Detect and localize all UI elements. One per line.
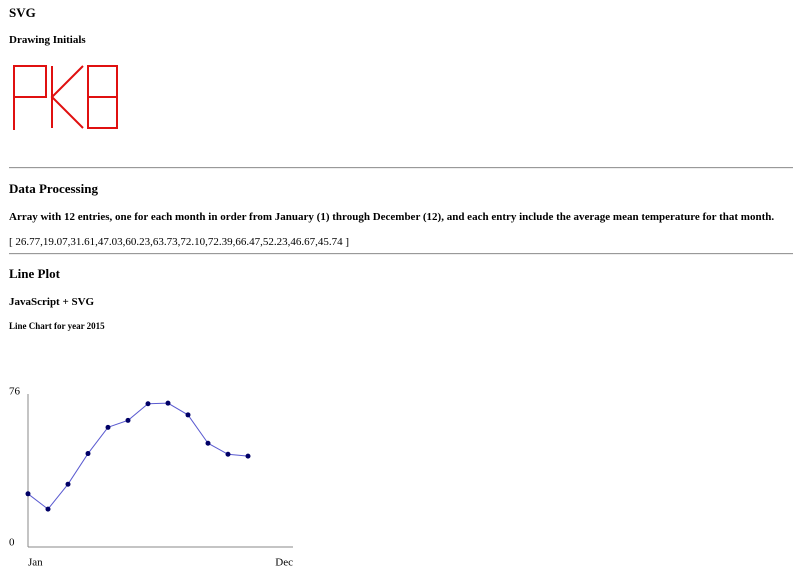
data-point bbox=[105, 424, 111, 430]
section-heading: Line Plot bbox=[9, 266, 60, 281]
data-point bbox=[185, 412, 191, 418]
y-tick-label: 76 bbox=[9, 386, 21, 398]
data-point bbox=[165, 400, 171, 406]
data-point bbox=[65, 481, 71, 487]
array-text: [ 26.77,19.07,31.61,47.03,60.23,63.73,72… bbox=[9, 236, 350, 248]
subheading: Drawing Initials bbox=[9, 34, 86, 46]
chart: 0 76 Jan Dec bbox=[9, 386, 293, 569]
data-line bbox=[27, 402, 249, 510]
initials bbox=[13, 65, 118, 130]
letter-k-arms bbox=[50, 65, 84, 129]
initials-drawing bbox=[13, 65, 118, 130]
x-tick-label: Jan bbox=[28, 557, 43, 569]
heading: SVG bbox=[9, 5, 36, 20]
data-point bbox=[245, 453, 251, 459]
chart-title: Line Chart for year 2015 bbox=[9, 321, 105, 331]
description: Array with 12 entries, one for each mont… bbox=[9, 211, 775, 223]
data-point bbox=[225, 451, 231, 457]
data-point bbox=[145, 401, 151, 407]
section-heading: Data Processing bbox=[9, 181, 98, 196]
divider bbox=[9, 167, 793, 169]
x-tick-label: Dec bbox=[275, 557, 293, 569]
data-point bbox=[45, 506, 51, 512]
subheading: JavaScript + SVG bbox=[9, 296, 95, 308]
letter-p bbox=[13, 65, 47, 130]
y-tick-label: 0 bbox=[9, 537, 15, 549]
divider bbox=[9, 253, 793, 255]
data-point bbox=[25, 491, 31, 497]
data-point bbox=[85, 451, 91, 457]
data-point bbox=[205, 440, 211, 446]
data-point bbox=[125, 417, 131, 423]
